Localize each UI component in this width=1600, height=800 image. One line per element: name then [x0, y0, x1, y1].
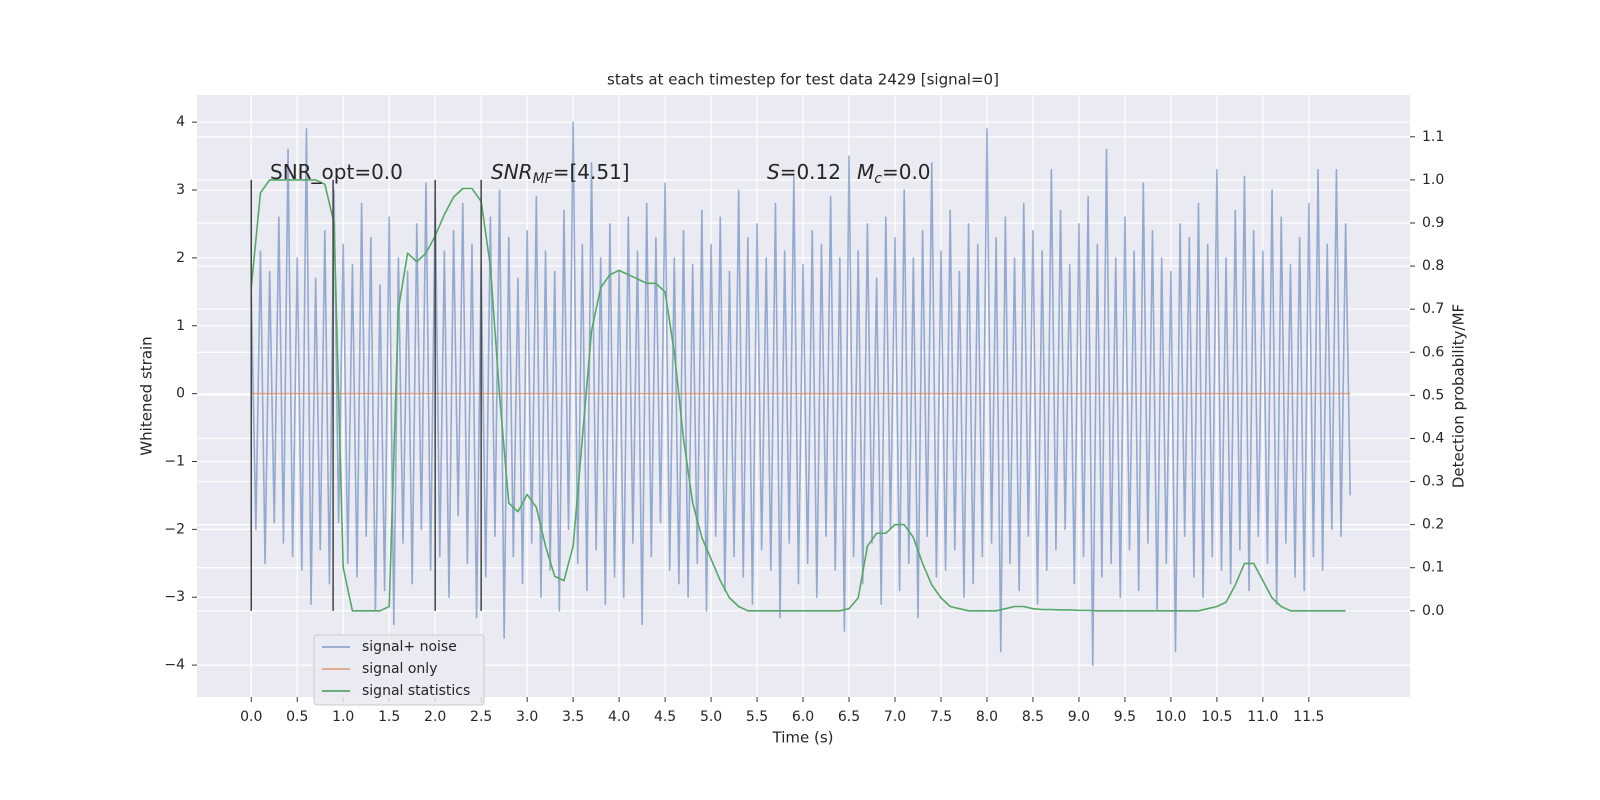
x-tick-label: 7.5 — [930, 709, 952, 725]
y2-tick-label: 0.4 — [1422, 430, 1444, 446]
y-tick-label: 4 — [176, 114, 185, 130]
series-line — [250, 121, 1352, 666]
x-tick-label: 9.0 — [1068, 709, 1090, 725]
annotation: SNR_opt=0.0 — [270, 160, 403, 184]
x-tick-label: 4.5 — [654, 709, 676, 725]
y-axis-label: Whitened strain — [138, 336, 156, 455]
x-tick-label: 1.0 — [332, 709, 354, 725]
x-tick-label: 9.5 — [1114, 709, 1136, 725]
marks — [250, 121, 1352, 666]
x-tick-label: 8.5 — [1022, 709, 1044, 725]
y-tick-label: 3 — [176, 182, 185, 198]
y2-tick-label: 0.5 — [1422, 387, 1444, 403]
annotation-part: SNR — [491, 160, 533, 184]
y2-tick-label: 0.9 — [1422, 215, 1444, 231]
y-tick-label: 0 — [176, 386, 185, 402]
annotation-part: =0.12 — [780, 160, 841, 184]
y2-tick-label: 0.7 — [1422, 301, 1444, 317]
x-tick-label: 3.0 — [516, 709, 538, 725]
annotation-part: S — [767, 160, 780, 184]
legend-label: signal+ noise — [362, 639, 457, 655]
x-tick-label: 0.0 — [240, 709, 262, 725]
annotation-part: MF — [533, 171, 554, 187]
y2-tick-label: 1.0 — [1422, 172, 1444, 188]
x-tick-label: 5.5 — [746, 709, 768, 725]
legend-label: signal only — [362, 661, 437, 677]
y2-tick-label: 1.1 — [1422, 129, 1444, 145]
chart-title: stats at each timestep for test data 242… — [607, 71, 999, 89]
y-tick-label: 2 — [176, 250, 185, 266]
annotation-part: =[4.51] — [553, 160, 630, 184]
x-tick-label: 0.5 — [286, 709, 308, 725]
annotation: SNRMF=[4.51] — [491, 160, 630, 188]
annotation-part: c — [874, 171, 882, 187]
x-tick-label: 1.5 — [378, 709, 400, 725]
y2-tick-label: 0.2 — [1422, 517, 1444, 533]
axes: 0.0 0.5 1.0 1.5 2.0 2.5 3.0 3.5 4.0 4.5 5.0 5.5 6.0 6… — [164, 114, 1444, 725]
x-tick-label: 2.5 — [470, 709, 492, 725]
x-tick-label: 10.0 — [1155, 709, 1186, 725]
x-tick-label: 10.5 — [1201, 709, 1232, 725]
annotation-part: M — [857, 160, 874, 184]
annotation-part: SNR_opt=0.0 — [270, 160, 403, 184]
x-tick-label: 6.0 — [792, 709, 814, 725]
y2-tick-label: 0.3 — [1422, 474, 1444, 490]
x-tick-label: 3.5 — [562, 709, 584, 725]
y-tick-label: −2 — [164, 521, 185, 537]
x-axis-label: Time (s) — [772, 729, 834, 747]
y2-tick-label: 0.1 — [1422, 560, 1444, 576]
x-tick-label: 5.0 — [700, 709, 722, 725]
y2-tick-label: 0.6 — [1422, 344, 1444, 360]
x-tick-label: 4.0 — [608, 709, 630, 725]
x-tick-label: 2.0 — [424, 709, 446, 725]
x-tick-label: 8.0 — [976, 709, 998, 725]
x-tick-label: 6.5 — [838, 709, 860, 725]
series-line — [250, 179, 1346, 612]
y2-tick-label: 0.8 — [1422, 258, 1444, 274]
y2-axis-label: Detection probability/MF — [1450, 304, 1468, 488]
x-tick-label: 11.0 — [1247, 709, 1278, 725]
x-tick-label: 7.0 — [884, 709, 906, 725]
y-tick-label: −4 — [164, 657, 185, 673]
y-tick-label: −1 — [164, 453, 185, 469]
legend-box — [313, 634, 485, 706]
y-tick-label: −3 — [164, 589, 185, 605]
annotation-part: =0.0 — [882, 160, 931, 184]
y-tick-label: 1 — [176, 318, 185, 334]
y2-tick-label: 0.0 — [1422, 603, 1444, 619]
x-tick-label: 11.5 — [1293, 709, 1324, 725]
legend-label: signal statistics — [362, 683, 470, 699]
annotation: S=0.12 Mc=0.0 — [767, 160, 931, 188]
